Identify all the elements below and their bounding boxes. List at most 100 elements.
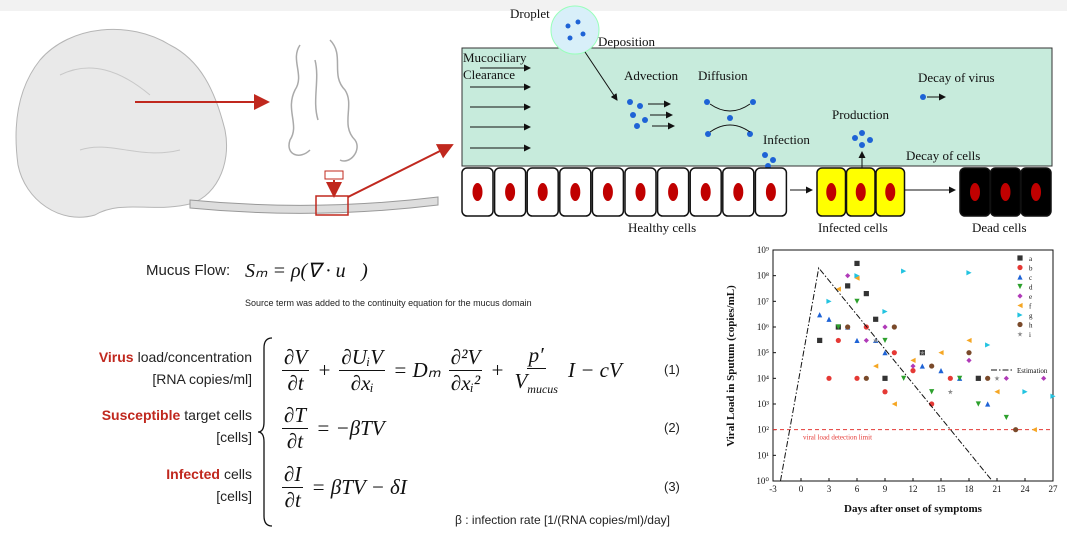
legend-label: c	[1029, 274, 1032, 282]
units: [RNA copies/ml]	[99, 368, 252, 390]
label: Clearance	[463, 67, 515, 82]
marker	[854, 299, 859, 304]
legend-swatch	[1017, 293, 1022, 298]
numerator: ∂T	[282, 403, 308, 429]
marker	[1041, 376, 1046, 381]
numerator: ∂²V	[449, 345, 483, 371]
marker	[873, 317, 878, 322]
nucleus	[570, 183, 580, 201]
marker	[976, 376, 981, 381]
beta-note: β : infection rate [1/(RNA copies/ml)/da…	[455, 513, 670, 527]
marker	[985, 376, 990, 381]
marker	[985, 401, 990, 406]
marker	[845, 283, 850, 288]
x-tick-label: 15	[937, 484, 947, 494]
droplet	[551, 6, 599, 54]
mucus-equation: Sₘ = ρ(∇ · u⃗)	[245, 258, 368, 283]
brace	[258, 336, 278, 528]
marker	[994, 376, 999, 381]
x-tick-label: 24	[1021, 484, 1031, 494]
x-axis-label: Days after onset of symptoms	[844, 503, 983, 515]
marker	[1022, 389, 1027, 394]
label: Mucociliary	[463, 50, 527, 65]
marker	[901, 376, 906, 381]
label-rest: load/concentration	[138, 349, 252, 365]
den-base: ∂t	[285, 488, 301, 512]
y-tick-label: 10⁴	[757, 373, 769, 383]
marker	[864, 291, 869, 296]
marker	[920, 363, 925, 368]
den-base: ∂t	[287, 429, 303, 453]
x-tick-label: 6	[855, 484, 860, 494]
legend-label: i	[1029, 331, 1031, 339]
x-tick-label: 27	[1049, 484, 1059, 494]
y-tick-label: 10⁰	[756, 476, 769, 486]
nucleus	[538, 183, 548, 201]
label-rest: cells	[224, 466, 252, 482]
chart: Viral Load in Sputum (copies/mL) Days af…	[700, 240, 1067, 535]
legend-swatch	[1017, 331, 1022, 336]
legend-label: h	[1029, 322, 1033, 330]
highlight: Infected	[166, 466, 220, 482]
marker	[966, 350, 971, 355]
marker	[948, 389, 953, 394]
numerator: ∂I	[282, 462, 303, 488]
marker	[901, 269, 906, 274]
nucleus	[668, 183, 678, 201]
marker	[882, 338, 887, 343]
marker	[948, 376, 953, 381]
denominator: ∂xᵢ	[349, 371, 376, 396]
nasal-cavity-3d	[16, 29, 227, 217]
fraction: ∂²V∂xᵢ²	[449, 345, 483, 396]
legend-label: a	[1029, 255, 1033, 263]
label: Advection	[624, 68, 679, 83]
mucus-label: Mucus Flow:	[146, 262, 230, 279]
marker	[854, 261, 859, 266]
marker	[882, 376, 887, 381]
legend-label: f	[1029, 303, 1032, 311]
nucleus	[885, 183, 895, 201]
legend-swatch	[1017, 255, 1022, 260]
label: Dead cells	[972, 220, 1027, 235]
marker	[892, 350, 897, 355]
fraction: ∂I∂t	[282, 462, 303, 513]
numerator: p′	[527, 343, 546, 369]
marker	[966, 338, 971, 343]
nucleus	[856, 183, 866, 201]
label-line: Virusload/concentration	[99, 346, 252, 368]
label: Infected cells	[818, 220, 888, 235]
cross-section	[289, 40, 357, 161]
marker	[845, 324, 850, 329]
legend-swatch	[1017, 303, 1022, 308]
marker	[864, 376, 869, 381]
denominator: Vmucus	[512, 369, 560, 397]
marker	[854, 376, 859, 381]
nucleus	[701, 183, 711, 201]
marker	[882, 309, 887, 314]
estimation-line	[780, 268, 992, 481]
marker	[1032, 427, 1037, 432]
nucleus	[970, 183, 980, 201]
equation: ∂I∂t= βTV − δI	[278, 461, 411, 513]
term: = Dₘ	[393, 358, 441, 383]
term: = −βTV	[316, 416, 385, 441]
y-axis-label: Viral Load in Sputum (copies/mL)	[725, 285, 737, 447]
marker	[938, 350, 943, 355]
equation: ∂T∂t = −βTV	[278, 402, 389, 454]
page: { "diagram": { "droplet": "Droplet", "de…	[0, 0, 1067, 535]
units: [cells]	[166, 485, 252, 507]
marker	[817, 312, 822, 317]
legend-label: g	[1029, 312, 1033, 320]
label-rest: target cells	[184, 407, 252, 423]
denominator: ∂t	[283, 488, 303, 513]
term: I − cV	[568, 358, 622, 383]
nucleus	[1031, 183, 1041, 201]
fraction: ∂T∂t	[282, 403, 308, 454]
label: Deposition	[598, 34, 656, 49]
den-base: ∂xᵢ²	[451, 371, 480, 395]
x-tick-label: 18	[965, 484, 975, 494]
legend-swatch	[1017, 265, 1022, 270]
label: Healthy cells	[628, 220, 696, 235]
